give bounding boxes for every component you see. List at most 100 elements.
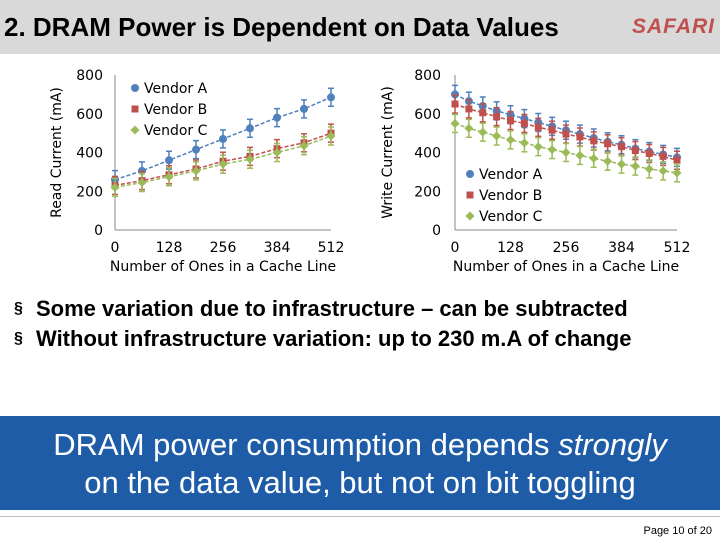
data-point — [466, 191, 474, 199]
y-tick-label: 0 — [94, 223, 103, 239]
bullet-item: § Without infrastructure variation: up t… — [14, 324, 704, 354]
data-point — [110, 182, 120, 192]
data-point — [631, 147, 639, 155]
legend-label: Vendor C — [479, 209, 543, 225]
data-point — [131, 105, 139, 113]
legend-label: Vendor A — [144, 81, 208, 97]
bullet-mark: § — [14, 300, 23, 317]
legend-label: Vendor B — [479, 188, 542, 204]
data-point — [131, 84, 139, 92]
data-point — [137, 178, 147, 188]
data-point — [520, 119, 528, 127]
data-point — [644, 164, 654, 174]
data-point — [245, 154, 255, 164]
x-axis-label: Number of Ones in a Cache Line — [453, 259, 679, 275]
data-point — [534, 123, 542, 131]
data-point — [548, 126, 556, 134]
data-point — [299, 141, 309, 151]
legend-entry: Vendor A — [466, 167, 543, 183]
y-axis-label: Write Current (mA) — [380, 86, 396, 219]
data-point — [590, 137, 598, 145]
data-point — [493, 113, 501, 121]
data-point — [464, 123, 474, 133]
data-point — [562, 130, 570, 138]
data-point — [672, 168, 682, 178]
bullet-mark: § — [14, 330, 23, 347]
legend-entry: Vendor A — [131, 81, 208, 97]
bullet-item: § Some variation due to infrastructure –… — [14, 294, 704, 324]
banner-line-2: on the data value, but not on bit toggli… — [84, 465, 636, 500]
bullet-text: Some variation due to infrastructure – c… — [36, 296, 628, 321]
data-point — [218, 159, 228, 169]
data-point — [576, 133, 584, 141]
banner-text: DRAM power consumption depends — [53, 427, 559, 462]
x-axis-label: Number of Ones in a Cache Line — [110, 259, 336, 275]
y-tick-label: 200 — [76, 184, 103, 200]
title-bar — [0, 0, 720, 54]
data-point — [533, 142, 543, 152]
legend-label: Vendor B — [144, 102, 207, 118]
legend-label: Vendor A — [479, 167, 543, 183]
data-point — [630, 161, 640, 171]
data-point — [450, 118, 460, 128]
footer-divider — [0, 516, 720, 517]
data-point — [164, 172, 174, 182]
y-tick-label: 800 — [414, 68, 441, 84]
data-point — [479, 109, 487, 117]
data-point — [589, 153, 599, 163]
data-point — [326, 131, 336, 141]
y-tick-label: 400 — [414, 146, 441, 162]
legend-entry: Vendor C — [130, 123, 208, 139]
data-point — [451, 100, 459, 108]
banner-emphasis: strongly — [558, 427, 667, 462]
data-point — [492, 131, 502, 141]
x-tick-label: 128 — [497, 240, 524, 256]
y-tick-label: 0 — [432, 223, 441, 239]
x-tick-label: 512 — [318, 240, 345, 256]
data-point — [192, 145, 200, 154]
data-point — [246, 124, 254, 133]
data-point — [561, 148, 571, 157]
y-tick-label: 800 — [76, 68, 103, 84]
y-axis-label: Read Current (mA) — [49, 87, 65, 218]
x-tick-label: 384 — [264, 240, 291, 256]
data-point — [272, 148, 282, 157]
legend-entry: Vendor B — [466, 188, 542, 204]
data-point — [327, 93, 335, 102]
data-point — [575, 150, 585, 160]
data-point — [603, 156, 613, 166]
data-point — [519, 138, 529, 148]
legend-label: Vendor C — [144, 123, 208, 139]
series-vendor-c — [450, 113, 682, 183]
x-tick-label: 128 — [156, 240, 183, 256]
data-point — [645, 149, 653, 157]
y-tick-label: 600 — [414, 107, 441, 123]
bullet-text: Without infrastructure variation: up to … — [36, 326, 632, 351]
page-number: Page 10 of 20 — [643, 525, 712, 537]
conclusion-banner: DRAM power consumption depends strongly … — [0, 416, 720, 510]
data-point — [507, 117, 514, 125]
data-point — [465, 211, 475, 221]
x-tick-label: 512 — [664, 240, 691, 256]
y-tick-label: 600 — [76, 107, 103, 123]
slide-title: 2. DRAM Power is Dependent on Data Value… — [4, 12, 559, 42]
data-point — [478, 127, 488, 137]
data-point — [618, 143, 625, 151]
x-tick-label: 0 — [111, 240, 120, 256]
data-point — [300, 104, 308, 113]
series-vendor-c — [110, 126, 336, 198]
data-point — [658, 166, 668, 176]
data-point — [191, 166, 201, 176]
legend-entry: Vendor B — [131, 102, 207, 118]
data-point — [547, 145, 557, 155]
x-tick-label: 256 — [553, 240, 580, 256]
data-point — [130, 125, 140, 135]
y-tick-label: 400 — [76, 146, 103, 162]
data-point — [506, 135, 515, 145]
data-point — [659, 152, 667, 160]
safari-logo: SAFARI — [632, 15, 716, 38]
x-tick-label: 256 — [210, 240, 237, 256]
banner-line-1: DRAM power consumption depends strongly — [0, 426, 720, 464]
